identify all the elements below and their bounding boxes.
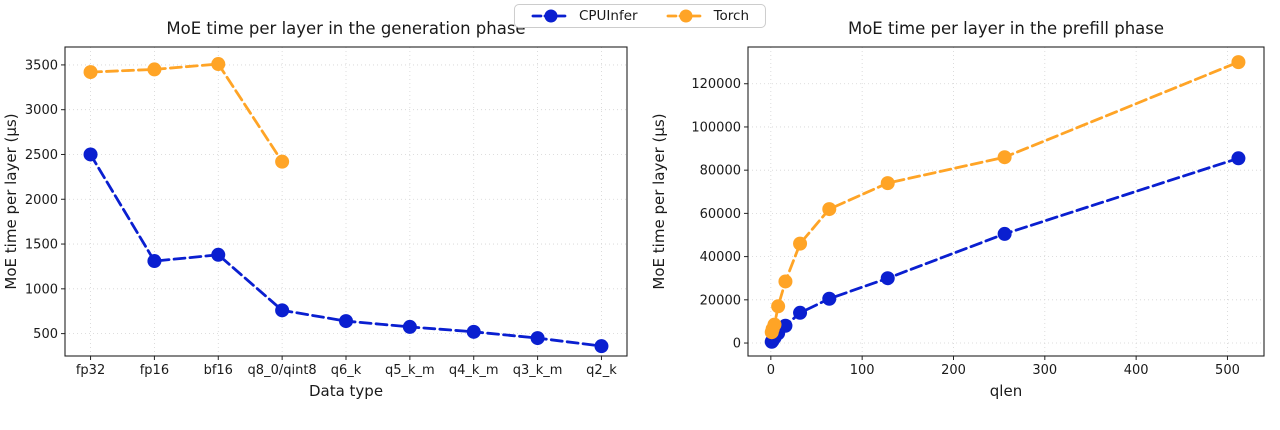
chart-title: MoE time per layer in the generation pha… [166,19,525,38]
y-tick-label: 100000 [691,120,741,135]
data-point-cpuinfer [778,318,793,333]
chart-title: MoE time per layer in the prefill phase [848,19,1164,38]
x-tick-label: 500 [1215,363,1240,378]
data-point-cpuinfer [530,331,545,346]
data-point-cpuinfer [147,254,162,269]
legend-item-cpuinfer: CPUInfer [531,8,638,24]
y-tick-label: 0 [733,337,741,352]
data-point-torch [147,62,162,77]
data-point-cpuinfer [822,291,837,306]
x-axis-label: qlen [990,382,1022,400]
data-point-torch [880,176,895,191]
data-point-cpuinfer [83,147,98,162]
series-line-cpuinfer [770,156,1240,344]
y-tick-label: 80000 [700,164,741,179]
data-point-cpuinfer [793,305,808,320]
y-tick-label: 20000 [700,293,741,308]
generation-phase-plot: fp32 fp16 bf16 q8_0/qint8 q6_k q5_k_m q4_k_m q3… [2,19,628,400]
data-point-cpuinfer [275,303,290,318]
series-line-torch [770,60,1240,334]
x-tick-label: q4_k_m [449,363,499,378]
x-tick-label: 100 [850,363,875,378]
data-point-cpuinfer [997,226,1012,241]
x-tick-label: 200 [941,363,966,378]
y-tick-label: 2500 [25,148,58,163]
data-point-cpuinfer [466,324,481,339]
y-tick-label: 500 [33,327,58,342]
data-point-cpuinfer [1231,151,1246,166]
data-point-cpuinfer [211,247,226,262]
prefill-phase-chart: 0 100 200 300 400 500 0 20000 40000 60000 80000 100… [640,0,1280,426]
data-point-cpuinfer [594,339,609,354]
y-axis-label: MoE time per layer (µs) [2,113,20,289]
legend-label: Torch [713,8,750,24]
x-tick-label: fp32 [76,363,105,378]
x-tick-label: q6_k [331,363,362,378]
legend-marker-torch-icon [666,9,705,23]
y-tick-label: 2000 [25,193,58,208]
x-tick-label: q8_0/qint8 [248,363,317,378]
x-tick-label: q5_k_m [385,363,435,378]
x-tick-label: q3_k_m [513,363,563,378]
data-point-torch [767,317,782,332]
y-tick-label: 40000 [700,250,741,265]
generation-phase-chart: fp32 fp16 bf16 q8_0/qint8 q6_k q5_k_m q4_k_m q3… [0,0,640,426]
data-point-torch [771,299,786,314]
data-point-torch [211,57,226,72]
series-line-torch [89,62,284,163]
data-point-torch [1231,55,1246,70]
y-tick-label: 60000 [700,207,741,222]
plot-border [64,46,628,357]
prefill-phase-plot: 0 100 200 300 400 500 0 20000 40000 60000 80000 100… [650,19,1265,400]
y-tick-label: 1500 [25,238,58,253]
gridlines [65,47,627,356]
x-tick-label: q2_k [586,363,617,378]
legend-item-torch: Torch [666,8,749,24]
data-point-torch [793,236,808,251]
figure-legend: CPUInfer Torch [513,4,767,28]
gridlines [748,47,1264,356]
data-point-torch [83,65,98,80]
data-point-cpuinfer [339,314,353,329]
x-tick-label: 300 [1032,363,1057,378]
legend-marker-cpuinfer-icon [531,9,571,23]
y-tick-label: 3500 [25,58,58,73]
x-tick-label: 400 [1124,363,1149,378]
y-axis-label: MoE time per layer (µs) [650,113,668,289]
data-point-torch [997,150,1012,165]
data-point-torch [822,202,837,217]
x-tick-label: bf16 [204,363,233,378]
y-tick-label: 120000 [691,77,741,92]
data-point-cpuinfer [880,271,895,286]
legend-label: CPUInfer [578,8,638,24]
x-tick-label: fp16 [140,363,169,378]
x-tick-label: 0 [767,363,775,378]
y-tick-label: 1000 [25,282,58,297]
plot-border [747,46,1265,357]
y-tick-label: 3000 [25,103,58,118]
data-point-cpuinfer [402,319,417,334]
data-point-torch [275,154,290,169]
x-axis-label: Data type [309,382,383,400]
data-point-torch [778,274,793,289]
